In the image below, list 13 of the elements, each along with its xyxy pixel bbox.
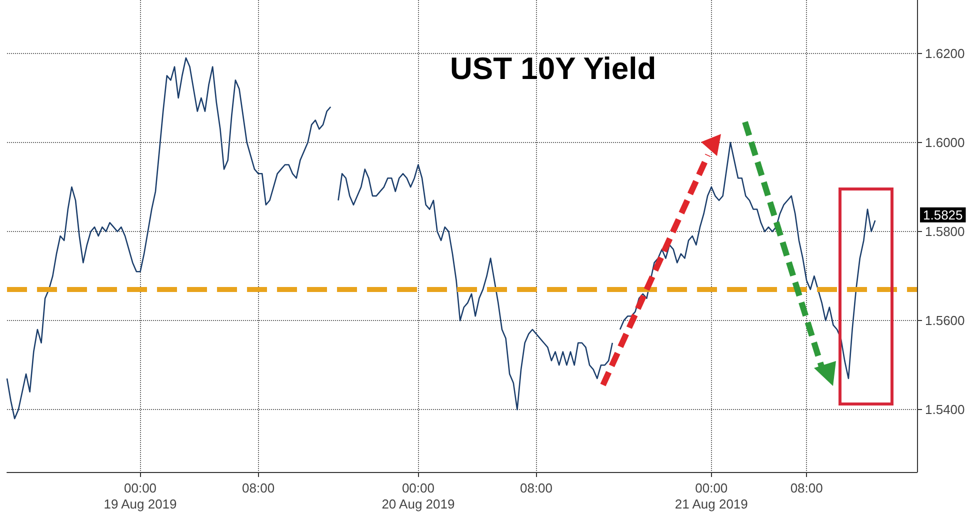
y-tick-label: 1.5400 [925, 402, 965, 418]
text: 1.5825 [923, 207, 963, 222]
x-tick-label: 00:00 20 Aug 2019 [382, 480, 455, 512]
x-tick-label: 00:00 19 Aug 2019 [104, 480, 177, 512]
x-tick-label: 08:00 [790, 480, 823, 496]
x-tick-label: 08:00 [242, 480, 275, 496]
y-tick-label: 1.6000 [925, 134, 965, 150]
x-tick-label: 00:00 21 Aug 2019 [674, 480, 748, 512]
x-tick-label: 08:00 [520, 480, 553, 496]
y-tick-label: 1.5600 [925, 313, 965, 328]
y-tick-label: 1.5800 [925, 224, 965, 240]
y-tick-label: 1.6200 [925, 46, 965, 61]
text: UST 10Y Yield [450, 51, 656, 86]
